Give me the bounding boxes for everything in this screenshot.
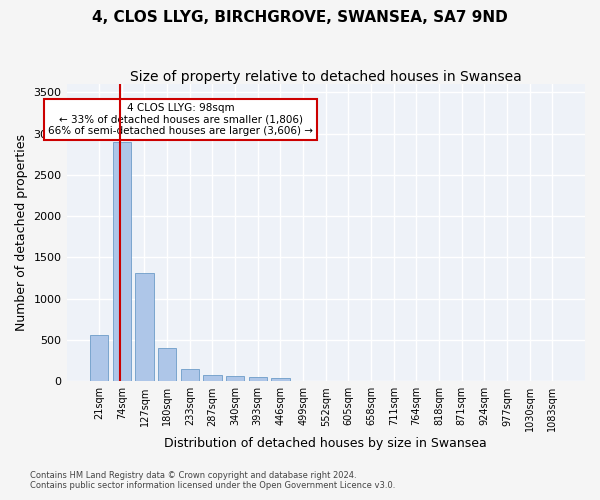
- Bar: [136, 273, 154, 382]
- Bar: [226, 376, 244, 382]
- Y-axis label: Number of detached properties: Number of detached properties: [15, 134, 28, 331]
- Bar: [158, 348, 176, 382]
- Bar: [249, 377, 267, 382]
- Bar: [90, 335, 108, 382]
- Text: 4, CLOS LLYG, BIRCHGROVE, SWANSEA, SA7 9ND: 4, CLOS LLYG, BIRCHGROVE, SWANSEA, SA7 9…: [92, 10, 508, 25]
- Bar: [113, 142, 131, 382]
- Text: Contains HM Land Registry data © Crown copyright and database right 2024.
Contai: Contains HM Land Registry data © Crown c…: [30, 470, 395, 490]
- Bar: [181, 368, 199, 382]
- Text: 4 CLOS LLYG: 98sqm
← 33% of detached houses are smaller (1,806)
66% of semi-deta: 4 CLOS LLYG: 98sqm ← 33% of detached hou…: [48, 103, 313, 136]
- Bar: [203, 374, 221, 382]
- Title: Size of property relative to detached houses in Swansea: Size of property relative to detached ho…: [130, 70, 521, 84]
- Bar: [271, 378, 290, 382]
- X-axis label: Distribution of detached houses by size in Swansea: Distribution of detached houses by size …: [164, 437, 487, 450]
